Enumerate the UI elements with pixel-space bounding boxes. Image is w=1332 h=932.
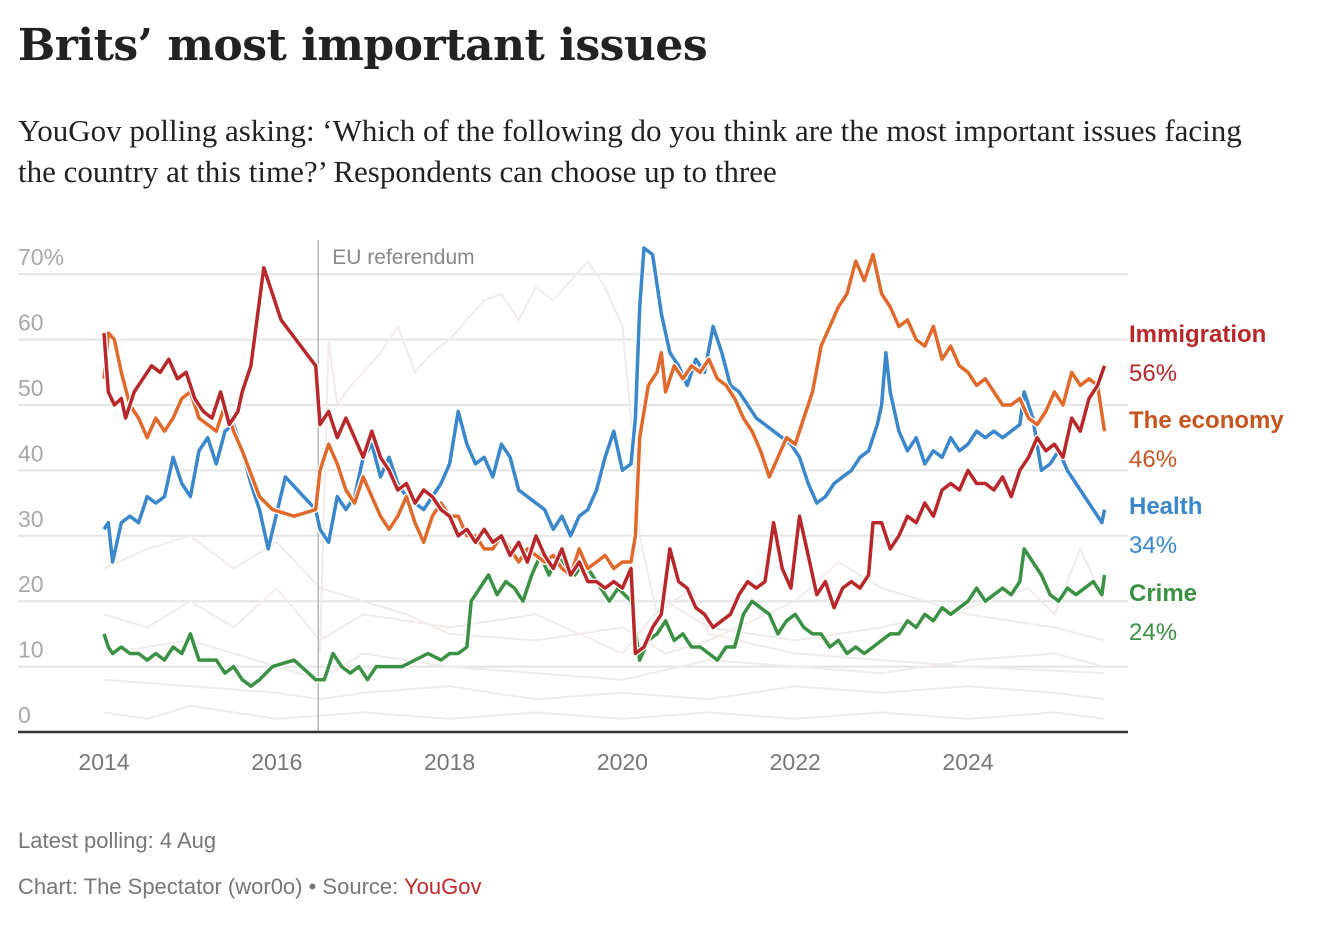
chart-title: Brits’ most important issues <box>18 20 708 71</box>
x-tick-label: 2018 <box>424 749 475 775</box>
background-series <box>103 259 1106 720</box>
background-series-line-2 <box>103 546 1106 655</box>
the-economy-value: 46% <box>1129 446 1177 473</box>
background-series-line-4 <box>103 678 1105 701</box>
end-labels: Immigration 56% The economy 46% Health 34% Cri… <box>1129 321 1284 646</box>
y-tick-label: 60 <box>18 310 44 336</box>
chart-credit: Chart: The Spectator (wor0o) • Source: Y… <box>18 874 481 900</box>
background-series-line-1 <box>103 534 1105 655</box>
source-link[interactable]: YouGov <box>403 874 482 899</box>
x-tick-label: 2024 <box>942 749 993 775</box>
axes: 0 10 20 30 40 50 60 70% 2014 2016 2018 2020 2022 2024 <box>18 244 1128 775</box>
y-tick-label: 10 <box>18 637 44 663</box>
highlighted-series <box>101 245 1108 690</box>
health-line <box>102 246 1107 564</box>
y-tick-label: 40 <box>18 440 44 466</box>
y-tick-label: 70% <box>18 244 64 270</box>
credit-text: Chart: The Spectator (wor0o) • Source: <box>18 874 404 899</box>
immigration-label: Immigration <box>1129 321 1266 348</box>
eu-referendum-label: EU referendum <box>332 246 474 269</box>
latest-polling-note: Latest polling: 4 Aug <box>18 828 217 853</box>
the-economy-line-halo <box>101 251 1108 578</box>
y-tick-label: 50 <box>18 375 44 401</box>
x-tick-label: 2022 <box>770 749 821 775</box>
background-series-line-3 <box>103 639 1105 681</box>
immigration-line <box>102 265 1107 656</box>
the-economy-line <box>102 252 1107 577</box>
line-chart: EU referendum 0 10 20 30 40 50 60 70% 2014 2016 20… <box>18 240 1284 775</box>
crime-label: Crime <box>1129 580 1197 607</box>
the-economy-label: The economy <box>1129 407 1284 434</box>
y-tick-label: 0 <box>18 702 31 728</box>
x-tick-label: 2020 <box>597 749 648 775</box>
chart-subtitle: YouGov polling asking: ‘Which of the fol… <box>18 113 1242 189</box>
background-series-line-0 <box>319 259 1105 675</box>
y-tick-label: 20 <box>18 571 44 597</box>
x-tick-label: 2014 <box>78 749 129 775</box>
background-series-line-5 <box>103 704 1105 720</box>
health-label: Health <box>1129 493 1202 520</box>
immigration-value: 56% <box>1129 360 1177 387</box>
x-tick-label: 2016 <box>251 749 302 775</box>
crime-value: 24% <box>1129 619 1177 646</box>
health-value: 34% <box>1129 532 1177 559</box>
y-tick-label: 30 <box>18 506 44 532</box>
